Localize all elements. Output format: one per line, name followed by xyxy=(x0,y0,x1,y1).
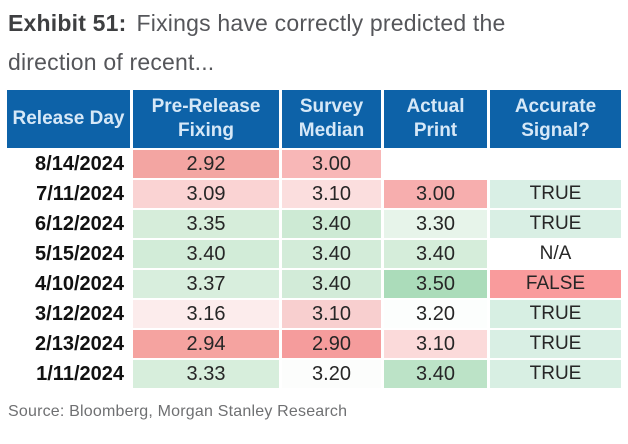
actual-cell: 3.40 xyxy=(384,240,487,268)
release-day-cell: 7/11/2024 xyxy=(7,180,130,208)
release-day-cell: 4/10/2024 xyxy=(7,270,130,298)
exhibit-title-text: Fixings have correctly predicted the dir… xyxy=(8,10,506,75)
actual-cell: 3.40 xyxy=(384,360,487,388)
exhibit-title: Exhibit 51: Fixings have correctly predic… xyxy=(8,4,568,82)
signal-cell: N/A xyxy=(490,240,621,268)
actual-cell: 3.50 xyxy=(384,270,487,298)
column-header-actual-print: Actual Print xyxy=(384,90,487,148)
release-day-cell: 8/14/2024 xyxy=(7,150,130,178)
release-day-cell: 5/15/2024 xyxy=(7,240,130,268)
survey-cell: 3.10 xyxy=(282,300,381,328)
signal-cell: TRUE xyxy=(490,300,621,328)
fixing-cell: 3.40 xyxy=(133,240,279,268)
survey-cell: 3.10 xyxy=(282,180,381,208)
fixing-cell: 2.92 xyxy=(133,150,279,178)
fixing-cell: 3.09 xyxy=(133,180,279,208)
actual-cell xyxy=(384,150,487,178)
survey-cell: 3.40 xyxy=(282,210,381,238)
fixing-cell: 2.94 xyxy=(133,330,279,358)
signal-cell: FALSE xyxy=(490,270,621,298)
column-header-pre-release-fixing: Pre-Release Fixing xyxy=(133,90,279,148)
actual-cell: 3.20 xyxy=(384,300,487,328)
fixing-cell: 3.37 xyxy=(133,270,279,298)
fixing-cell: 3.33 xyxy=(133,360,279,388)
column-header-accurate-signal: Accurate Signal? xyxy=(490,90,621,148)
fixing-cell: 3.16 xyxy=(133,300,279,328)
source-note: Source: Bloomberg, Morgan Stanley Resear… xyxy=(8,403,348,420)
survey-cell: 3.40 xyxy=(282,240,381,268)
release-day-cell: 6/12/2024 xyxy=(7,210,130,238)
signal-cell: TRUE xyxy=(490,330,621,358)
signal-cell: TRUE xyxy=(490,180,621,208)
fixings-table: Release Day Pre-Release Fixing Survey Me… xyxy=(7,90,621,388)
column-header-release-day: Release Day xyxy=(7,90,130,148)
exhibit-number: Exhibit 51: xyxy=(8,10,127,36)
release-day-cell: 2/13/2024 xyxy=(7,330,130,358)
survey-cell: 2.90 xyxy=(282,330,381,358)
fixing-cell: 3.35 xyxy=(133,210,279,238)
signal-cell: TRUE xyxy=(490,360,621,388)
column-header-survey-median: Survey Median xyxy=(282,90,381,148)
release-day-cell: 3/12/2024 xyxy=(7,300,130,328)
release-day-cell: 1/11/2024 xyxy=(7,360,130,388)
signal-cell: TRUE xyxy=(490,210,621,238)
survey-cell: 3.40 xyxy=(282,270,381,298)
survey-cell: 3.20 xyxy=(282,360,381,388)
survey-cell: 3.00 xyxy=(282,150,381,178)
signal-cell xyxy=(490,150,621,178)
actual-cell: 3.00 xyxy=(384,180,487,208)
actual-cell: 3.10 xyxy=(384,330,487,358)
actual-cell: 3.30 xyxy=(384,210,487,238)
